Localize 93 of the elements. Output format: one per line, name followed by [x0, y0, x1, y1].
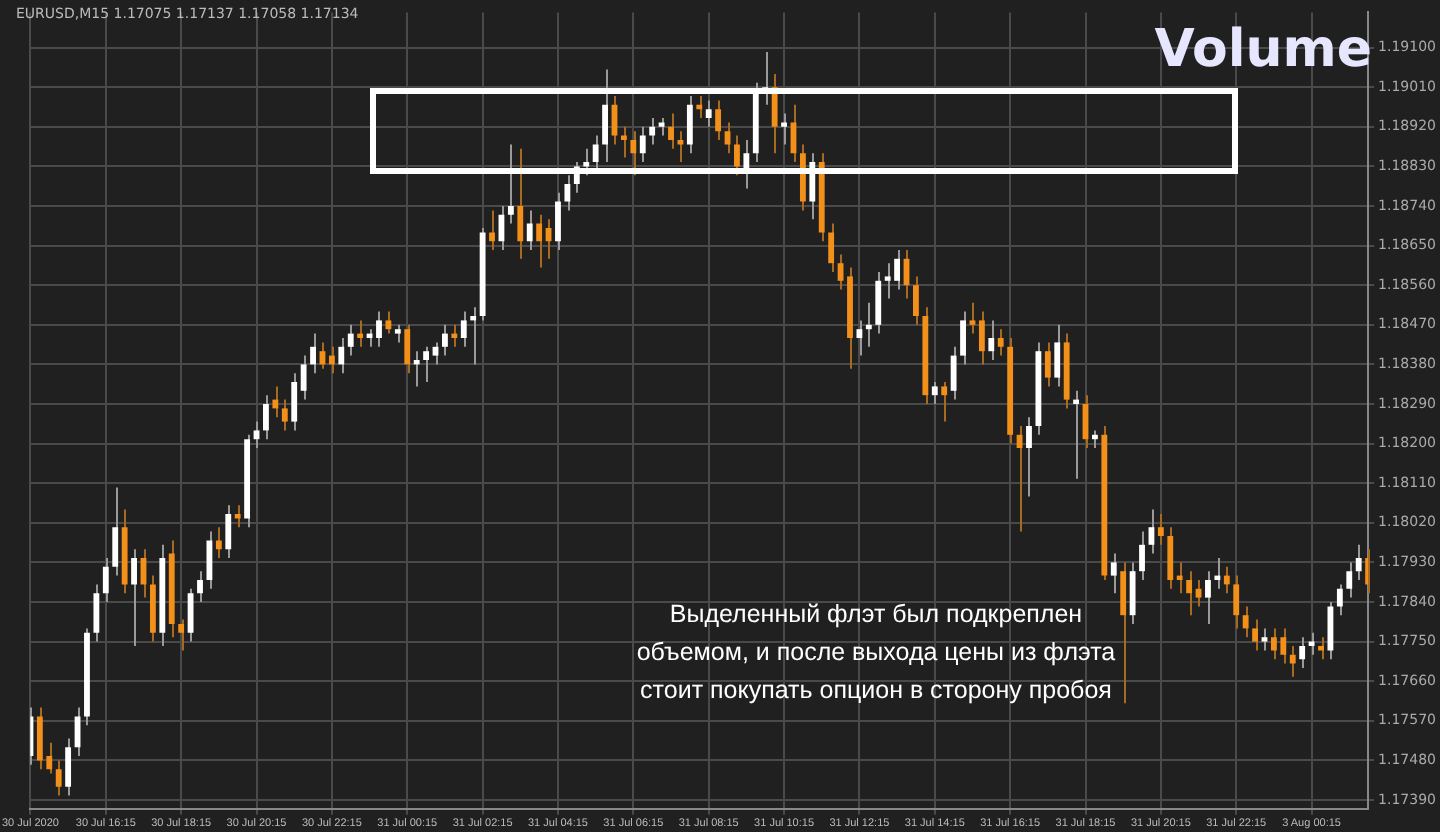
candlestick [423, 345, 430, 383]
candlestick [696, 95, 703, 119]
candlestick [281, 398, 288, 432]
candlestick [55, 759, 62, 797]
candlestick [489, 209, 495, 251]
candlestick [1167, 526, 1174, 590]
candlestick [385, 310, 392, 335]
candlestick [649, 117, 656, 146]
candlestick [592, 134, 599, 172]
candlestick [1223, 565, 1230, 595]
candlestick [1289, 645, 1296, 678]
candlestick [338, 337, 345, 375]
candlestick [1233, 574, 1240, 630]
candlestick [941, 381, 948, 423]
candlestick [1355, 543, 1362, 581]
candlestick [347, 323, 354, 357]
candlestick [272, 385, 279, 419]
candlestick [187, 587, 194, 643]
candlestick [1129, 561, 1136, 625]
candlestick [93, 583, 100, 643]
candlestick [1026, 416, 1032, 498]
candlestick [630, 130, 637, 177]
candlestick [102, 557, 109, 603]
candlestick [602, 68, 608, 163]
candlestick [1242, 605, 1249, 639]
candlestick [526, 209, 533, 251]
annotation: Выделенный флэт был подкреплен объемом, и после выхода цены из флэта стоит покупать опцион в сторону пробоя [636, 598, 1116, 708]
candlestick [178, 618, 185, 652]
candlestick [1110, 552, 1117, 595]
candlestick [1157, 513, 1164, 546]
candlestick [442, 323, 448, 357]
candlestick [1214, 557, 1221, 590]
candlestick [1308, 631, 1315, 656]
candlestick [291, 372, 298, 432]
candlestick [969, 301, 976, 335]
candlestick [583, 147, 590, 177]
candlestick [828, 222, 835, 273]
candlestick [1299, 636, 1306, 669]
candlestick [404, 323, 411, 375]
candlestick [620, 125, 627, 159]
candlestick [451, 323, 458, 348]
chart-title: Volume [1154, 20, 1372, 80]
candlestick [1336, 583, 1343, 617]
candlestick [225, 504, 232, 559]
candlestick [1044, 341, 1051, 388]
candlestick [715, 99, 722, 141]
candlestick [978, 310, 985, 366]
candlestick [460, 310, 467, 348]
candlestick [1318, 636, 1324, 661]
candlestick [507, 143, 514, 225]
candlestick [1346, 561, 1353, 599]
candlestick [197, 570, 203, 603]
candlestick [536, 213, 543, 269]
candlestick [988, 319, 995, 361]
candlestick [875, 271, 882, 335]
candlestick [913, 275, 919, 326]
candlestick [112, 486, 119, 577]
candlestick [131, 548, 137, 647]
candlestick [960, 310, 966, 366]
candlestick [931, 381, 938, 405]
candlestick [413, 350, 420, 388]
candlestick [1139, 530, 1145, 581]
candlestick [234, 504, 241, 529]
candlestick [734, 134, 740, 177]
candlestick [328, 345, 335, 375]
candlestick [555, 191, 561, 251]
candlestick [856, 319, 863, 357]
candlestick [639, 125, 646, 163]
candlestick [781, 112, 787, 146]
candlestick [950, 345, 957, 401]
candlestick [1186, 570, 1193, 617]
candlestick [1205, 570, 1211, 625]
candlestick [705, 99, 712, 128]
candlestick [263, 394, 269, 441]
candlestick [357, 319, 364, 348]
candlestick [686, 95, 693, 155]
candlestick [1054, 323, 1061, 388]
candlestick [564, 174, 571, 212]
candlestick [65, 737, 72, 797]
candlestick [215, 526, 222, 559]
candlestick [1120, 561, 1127, 705]
candlestick [470, 306, 477, 366]
candlestick [997, 328, 1004, 357]
candlestick [300, 354, 307, 401]
candlestick [668, 112, 674, 150]
candlestick [310, 332, 316, 375]
candlestick [517, 147, 524, 260]
candlestick [1073, 389, 1079, 480]
candlestick [1261, 627, 1268, 652]
candlestick [865, 301, 872, 348]
candlestick [376, 310, 382, 348]
candlestick [1252, 618, 1258, 652]
candlestick [1176, 561, 1183, 595]
